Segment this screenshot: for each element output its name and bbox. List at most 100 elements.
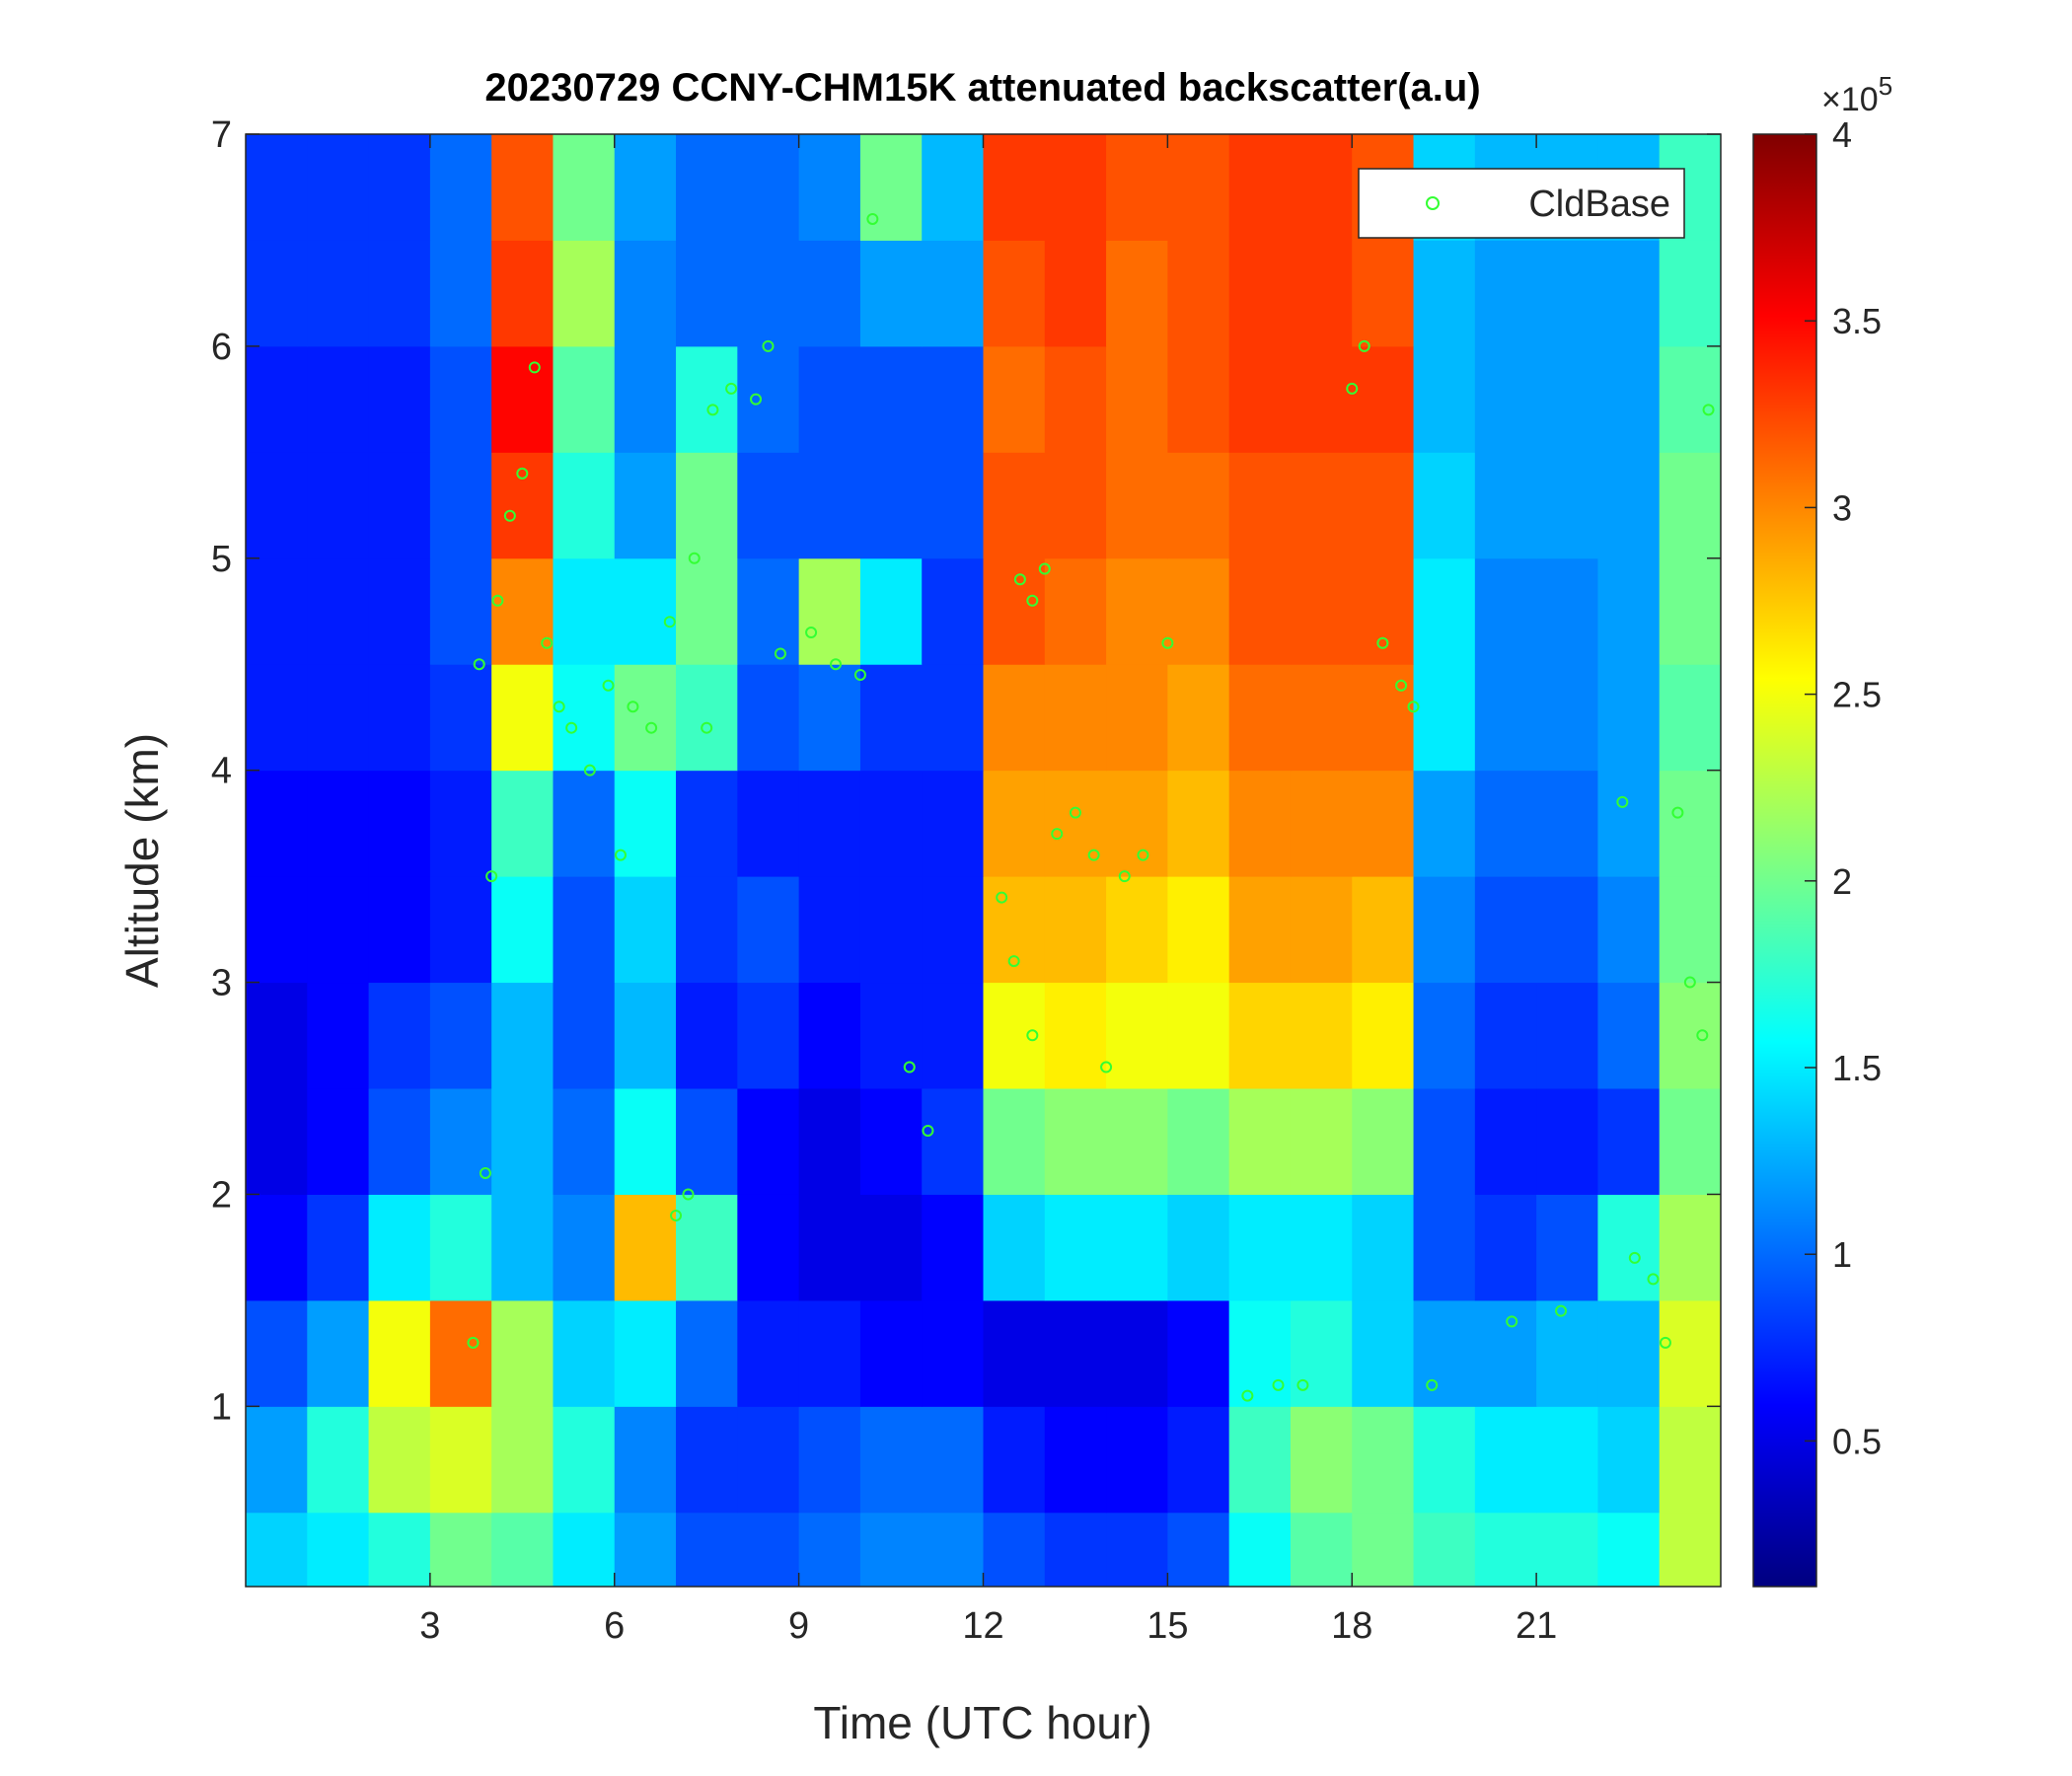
heat-cell — [307, 452, 370, 559]
heat-cell — [553, 1088, 616, 1195]
heat-cell — [1228, 1194, 1292, 1301]
heat-cell — [1352, 982, 1415, 1089]
heat-cell — [983, 452, 1046, 559]
heat-cell — [1228, 876, 1292, 984]
heat-cell — [429, 1088, 492, 1195]
heat-cell — [614, 1299, 677, 1407]
heat-cell — [1167, 1088, 1230, 1195]
heat-cell — [614, 1512, 677, 1588]
heat-cell — [922, 770, 984, 877]
heat-cell — [1290, 452, 1353, 559]
heat-cell — [429, 557, 492, 665]
heat-cell — [1659, 240, 1722, 347]
cloud-base-point — [670, 1209, 683, 1221]
heat-cell — [368, 557, 431, 665]
x-tick-label: 15 — [1147, 1605, 1188, 1647]
heat-cell — [737, 134, 800, 241]
scatter-series — [467, 212, 1715, 1402]
heat-cell — [798, 982, 861, 1089]
heat-cell — [1536, 770, 1598, 877]
cloud-base-point — [663, 616, 676, 629]
heat-cell — [676, 1512, 738, 1588]
cloud-base-point — [583, 764, 596, 777]
heat-cell — [1474, 876, 1537, 984]
heat-cell — [1167, 1194, 1230, 1301]
heat-cell — [1536, 557, 1598, 665]
heat-cell — [1290, 770, 1353, 877]
heat-cell — [614, 345, 677, 453]
heat-cell — [1659, 1406, 1722, 1514]
heat-cell — [737, 770, 800, 877]
heat-cell — [1106, 557, 1168, 665]
cloud-base-point — [1069, 806, 1081, 819]
heat-cell — [553, 240, 616, 347]
heat-cell — [1106, 452, 1168, 559]
heat-cell — [798, 345, 861, 453]
y-tick-label: 4 — [211, 751, 232, 792]
heat-cell — [1228, 1406, 1292, 1514]
heat-cell — [1290, 664, 1353, 772]
heat-cell — [983, 557, 1046, 665]
cloud-base-point — [1087, 849, 1100, 861]
heat-cell — [553, 876, 616, 984]
cloud-base-point — [866, 212, 879, 225]
y-axis-label: Altitude (km) — [116, 733, 168, 988]
x-tick-label: 21 — [1516, 1605, 1557, 1647]
heat-cell — [429, 982, 492, 1089]
heat-cell — [246, 134, 308, 241]
colorbar-tick-label: 3 — [1832, 487, 1852, 528]
colorbar — [1752, 133, 1817, 1588]
heat-cell — [1228, 240, 1292, 347]
heat-cell — [1536, 452, 1598, 559]
heat-cell — [1413, 557, 1476, 665]
heat-cell — [307, 557, 370, 665]
heat-cell — [553, 452, 616, 559]
heat-cell — [429, 452, 492, 559]
cloud-base-point — [1161, 636, 1174, 649]
cloud-base-point — [701, 721, 713, 734]
heat-cell — [1044, 1299, 1107, 1407]
heat-cell — [307, 1299, 370, 1407]
legend-box — [1358, 168, 1685, 239]
heat-cell — [1413, 876, 1476, 984]
heat-cell — [307, 1512, 370, 1588]
heat-cell — [246, 1088, 308, 1195]
heat-cell — [859, 1194, 923, 1301]
heat-cell — [798, 1194, 861, 1301]
cloud-base-point — [528, 361, 541, 374]
heat-cell — [368, 452, 431, 559]
heat-cell — [798, 452, 861, 559]
heat-cell — [1044, 1406, 1107, 1514]
heat-cell — [1167, 1512, 1230, 1588]
heat-cell — [553, 770, 616, 877]
cloud-base-point — [1426, 1378, 1439, 1391]
heat-cell — [246, 557, 308, 665]
heat-cell — [614, 134, 677, 241]
heat-cell — [798, 134, 861, 241]
heat-cell — [1106, 134, 1168, 241]
heat-cell — [1044, 982, 1107, 1089]
cloud-base-point — [1296, 1378, 1309, 1391]
heat-cell — [983, 1088, 1046, 1195]
heat-cell — [1413, 240, 1476, 347]
heat-cell — [1536, 1088, 1598, 1195]
heat-cell — [676, 557, 738, 665]
heat-cell — [368, 1194, 431, 1301]
x-tick-label: 9 — [788, 1605, 809, 1647]
heat-cell — [922, 982, 984, 1089]
heat-cell — [368, 770, 431, 877]
heat-cell — [676, 664, 738, 772]
heat-cell — [737, 557, 800, 665]
colorbar-tick-label: 2.5 — [1832, 675, 1882, 715]
heat-cell — [676, 134, 738, 241]
heat-cell — [1106, 240, 1168, 347]
heat-cell — [1290, 134, 1353, 241]
heat-cell — [859, 876, 923, 984]
heat-cell — [429, 770, 492, 877]
heat-cell — [429, 345, 492, 453]
heat-cell — [859, 1406, 923, 1514]
heat-cell — [798, 1406, 861, 1514]
heat-cell — [614, 664, 677, 772]
cloud-base-point — [1555, 1304, 1568, 1317]
cloud-base-point — [1051, 828, 1064, 841]
